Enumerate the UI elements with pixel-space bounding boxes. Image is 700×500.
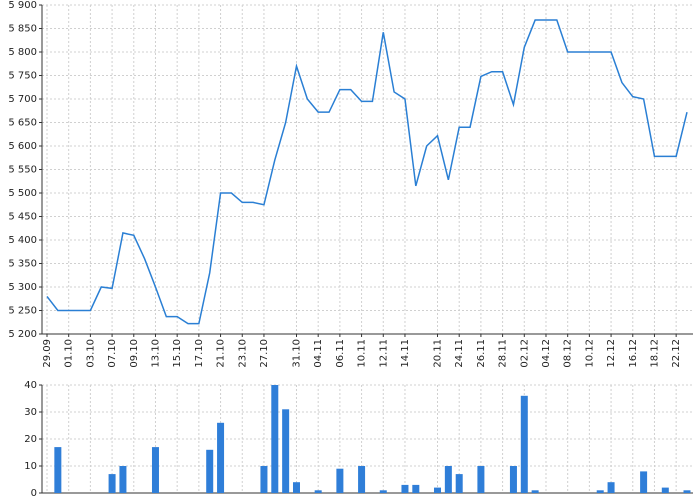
volume-bar	[206, 449, 214, 493]
volume-bar	[282, 409, 290, 493]
y-tick-label: 5 900	[8, 0, 37, 11]
y-tick-label: 5 200	[8, 329, 37, 340]
y-tick-label: 0	[31, 488, 37, 499]
volume-bar	[151, 447, 159, 493]
volume-bar	[54, 447, 62, 493]
x-tick-label: 04.11	[313, 339, 324, 368]
volume-bar	[683, 490, 691, 493]
volume-bar	[119, 466, 127, 493]
x-tick-label: 20.11	[433, 339, 444, 368]
x-tick-label: 27.10	[259, 339, 270, 368]
x-tick-label: 21.10	[216, 339, 227, 368]
x-tick-label: 16.12	[628, 339, 639, 368]
volume-bar	[434, 487, 442, 493]
x-tick-label: 04.12	[541, 339, 552, 368]
volume-bar	[661, 487, 669, 493]
x-tick-label: 22.12	[671, 339, 682, 368]
y-tick-label: 5 500	[8, 188, 37, 199]
x-tick-label: 12.12	[606, 339, 617, 368]
y-tick-label: 20	[24, 434, 37, 445]
volume-bar	[292, 482, 300, 493]
volume-bar	[217, 422, 225, 493]
y-tick-label: 5 350	[8, 259, 37, 270]
y-tick-label: 5 850	[8, 24, 37, 35]
y-tick-label: 5 750	[8, 71, 37, 82]
y-tick-label: 5 650	[8, 118, 37, 129]
x-tick-label: 17.10	[194, 339, 205, 368]
x-tick-label: 18.12	[649, 339, 660, 368]
y-tick-label: 5 250	[8, 306, 37, 317]
volume-bar	[336, 468, 344, 493]
y-tick-label: 30	[24, 407, 37, 418]
x-tick-label: 15.10	[172, 339, 183, 368]
volume-bar	[455, 474, 463, 493]
x-tick-label: 06.11	[335, 339, 346, 368]
x-tick-label: 10.12	[584, 339, 595, 368]
x-tick-label: 07.10	[107, 339, 118, 368]
volume-bar	[401, 484, 409, 493]
x-tick-label: 03.10	[85, 339, 96, 368]
volume-bar	[444, 466, 452, 493]
x-tick-label: 12.11	[378, 339, 389, 368]
x-tick-label: 09.10	[129, 339, 140, 368]
volume-bar	[314, 490, 322, 493]
volume-bar	[607, 482, 615, 493]
y-tick-label: 5 700	[8, 94, 37, 105]
x-tick-label: 13.10	[150, 339, 161, 368]
volume-bar	[531, 490, 539, 493]
volume-bar	[596, 490, 604, 493]
volume-bar	[271, 385, 279, 493]
x-tick-label: 14.11	[400, 339, 411, 368]
volume-bar	[477, 466, 485, 493]
x-tick-label: 10.11	[357, 339, 368, 368]
y-tick-label: 5 400	[8, 235, 37, 246]
x-tick-label: 28.11	[498, 339, 509, 368]
y-tick-label: 5 550	[8, 165, 37, 176]
y-tick-label: 5 450	[8, 212, 37, 223]
x-tick-label: 08.12	[563, 339, 574, 368]
x-tick-label: 01.10	[64, 339, 75, 368]
x-tick-label: 26.11	[476, 339, 487, 368]
y-tick-label: 5 800	[8, 47, 37, 58]
volume-bar	[412, 484, 420, 493]
x-tick-label: 23.10	[237, 339, 248, 368]
y-tick-label: 40	[24, 380, 37, 391]
x-tick-label: 31.10	[291, 339, 302, 368]
x-tick-label: 02.12	[519, 339, 530, 368]
volume-bar	[640, 471, 648, 493]
y-tick-label: 5 600	[8, 141, 37, 152]
y-tick-label: 5 300	[8, 282, 37, 293]
volume-bar	[509, 466, 517, 493]
x-tick-label: 24.11	[454, 339, 465, 368]
volume-bar	[520, 395, 528, 493]
y-tick-label: 10	[24, 461, 37, 472]
volume-bar	[260, 466, 268, 493]
volume-bar	[108, 474, 116, 493]
x-tick-label: 29.09	[42, 339, 53, 368]
volume-bar	[358, 466, 366, 493]
price-line	[46, 19, 688, 325]
volume-bar	[379, 490, 387, 493]
